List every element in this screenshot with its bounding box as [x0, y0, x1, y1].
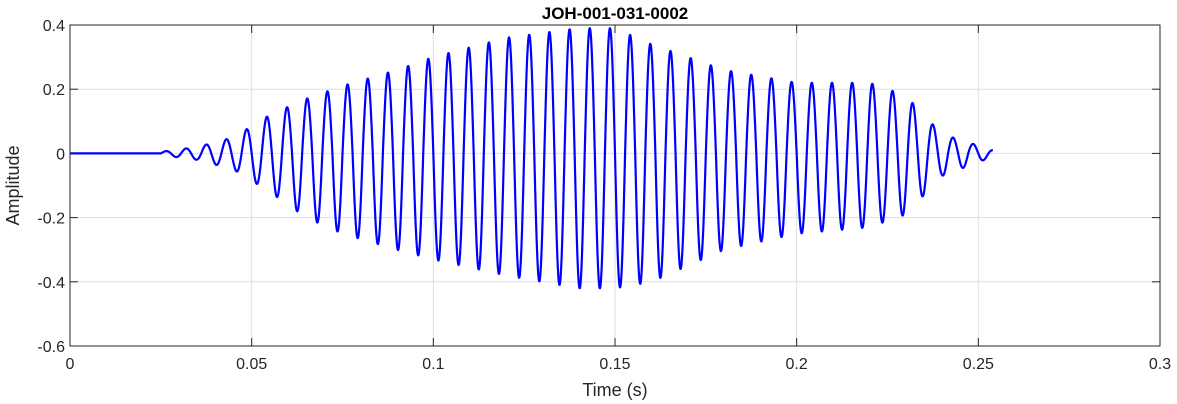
series-line: [70, 27, 994, 290]
x-tick-label: 0.3: [1149, 356, 1171, 373]
x-tick-label: 0.1: [422, 356, 444, 373]
y-tick-label: 0.2: [43, 82, 65, 99]
x-tick-labels: 0 0.05 0.1 0.15 0.2 0.25 0.3: [66, 356, 1172, 373]
x-tick-label: 0: [66, 356, 75, 373]
tick-marks: [69, 24, 1161, 347]
y-tick-label: 0: [56, 146, 65, 163]
y-axis-label: Amplitude: [3, 145, 23, 225]
x-axis-label: Time (s): [582, 380, 647, 400]
x-tick-label: 0.2: [786, 356, 808, 373]
y-tick-label: -0.4: [37, 275, 65, 292]
y-tick-label: -0.6: [37, 339, 65, 356]
x-tick-label: 0.25: [963, 356, 994, 373]
x-tick-label: 0.05: [236, 356, 267, 373]
chart-title: JOH-001-031-0002: [542, 4, 688, 23]
y-tick-label: 0.4: [43, 18, 65, 35]
x-tick-label: 0.15: [599, 356, 630, 373]
y-tick-label: -0.2: [37, 211, 65, 228]
y-tick-labels: -0.6 -0.4 -0.2 0 0.2 0.4: [37, 18, 65, 356]
